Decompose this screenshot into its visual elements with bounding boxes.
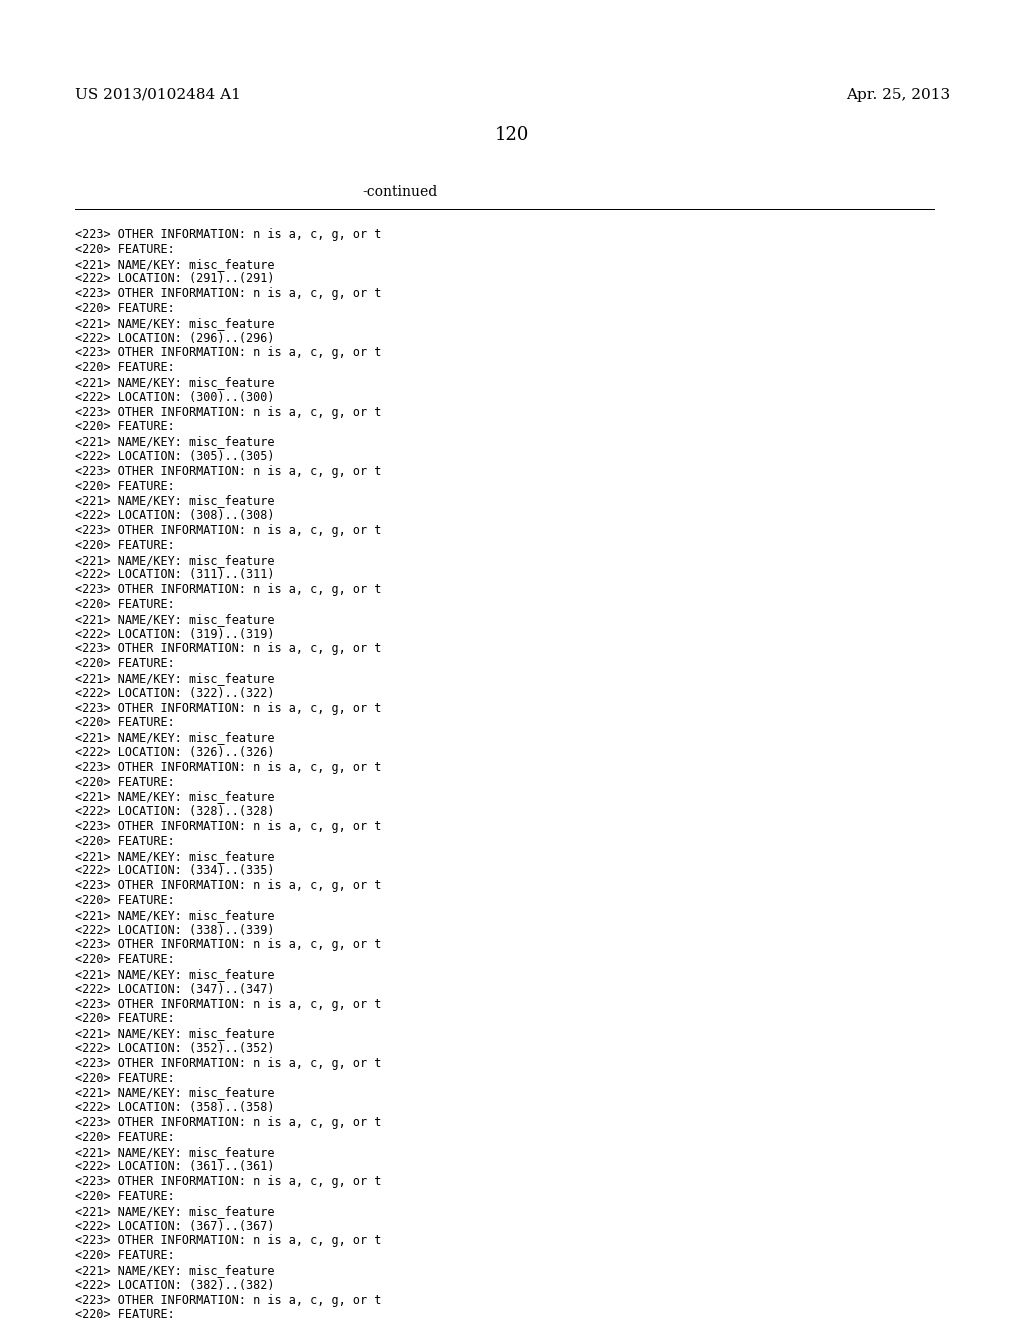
Text: -continued: -continued <box>362 185 437 199</box>
Text: <220> FEATURE:: <220> FEATURE: <box>75 362 175 374</box>
Text: <223> OTHER INFORMATION: n is a, c, g, or t: <223> OTHER INFORMATION: n is a, c, g, o… <box>75 939 381 952</box>
Text: <220> FEATURE:: <220> FEATURE: <box>75 420 175 433</box>
Text: <223> OTHER INFORMATION: n is a, c, g, or t: <223> OTHER INFORMATION: n is a, c, g, o… <box>75 583 381 597</box>
Text: <221> NAME/KEY: misc_feature: <221> NAME/KEY: misc_feature <box>75 1146 274 1159</box>
Text: <221> NAME/KEY: misc_feature: <221> NAME/KEY: misc_feature <box>75 436 274 449</box>
Text: <220> FEATURE:: <220> FEATURE: <box>75 302 175 315</box>
Text: <220> FEATURE:: <220> FEATURE: <box>75 1072 175 1085</box>
Text: <223> OTHER INFORMATION: n is a, c, g, or t: <223> OTHER INFORMATION: n is a, c, g, o… <box>75 998 381 1011</box>
Text: <222> LOCATION: (367)..(367): <222> LOCATION: (367)..(367) <box>75 1220 274 1233</box>
Text: <221> NAME/KEY: misc_feature: <221> NAME/KEY: misc_feature <box>75 553 274 566</box>
Text: <221> NAME/KEY: misc_feature: <221> NAME/KEY: misc_feature <box>75 908 274 921</box>
Text: <220> FEATURE:: <220> FEATURE: <box>75 1249 175 1262</box>
Text: <221> NAME/KEY: misc_feature: <221> NAME/KEY: misc_feature <box>75 495 274 507</box>
Text: <221> NAME/KEY: misc_feature: <221> NAME/KEY: misc_feature <box>75 376 274 389</box>
Text: <222> LOCATION: (358)..(358): <222> LOCATION: (358)..(358) <box>75 1101 274 1114</box>
Text: <223> OTHER INFORMATION: n is a, c, g, or t: <223> OTHER INFORMATION: n is a, c, g, o… <box>75 879 381 892</box>
Text: <223> OTHER INFORMATION: n is a, c, g, or t: <223> OTHER INFORMATION: n is a, c, g, o… <box>75 228 381 242</box>
Text: <220> FEATURE:: <220> FEATURE: <box>75 1308 175 1320</box>
Text: <222> LOCATION: (300)..(300): <222> LOCATION: (300)..(300) <box>75 391 274 404</box>
Text: <223> OTHER INFORMATION: n is a, c, g, or t: <223> OTHER INFORMATION: n is a, c, g, o… <box>75 1294 381 1307</box>
Text: <220> FEATURE:: <220> FEATURE: <box>75 243 175 256</box>
Text: <220> FEATURE:: <220> FEATURE: <box>75 1012 175 1026</box>
Text: <221> NAME/KEY: misc_feature: <221> NAME/KEY: misc_feature <box>75 1205 274 1218</box>
Text: <222> LOCATION: (319)..(319): <222> LOCATION: (319)..(319) <box>75 627 274 640</box>
Text: <223> OTHER INFORMATION: n is a, c, g, or t: <223> OTHER INFORMATION: n is a, c, g, o… <box>75 760 381 774</box>
Text: <221> NAME/KEY: misc_feature: <221> NAME/KEY: misc_feature <box>75 317 274 330</box>
Text: <222> LOCATION: (326)..(326): <222> LOCATION: (326)..(326) <box>75 746 274 759</box>
Text: <221> NAME/KEY: misc_feature: <221> NAME/KEY: misc_feature <box>75 1265 274 1276</box>
Text: <222> LOCATION: (361)..(361): <222> LOCATION: (361)..(361) <box>75 1160 274 1173</box>
Text: <221> NAME/KEY: misc_feature: <221> NAME/KEY: misc_feature <box>75 850 274 862</box>
Text: Apr. 25, 2013: Apr. 25, 2013 <box>846 88 950 102</box>
Text: <223> OTHER INFORMATION: n is a, c, g, or t: <223> OTHER INFORMATION: n is a, c, g, o… <box>75 465 381 478</box>
Text: <222> LOCATION: (338)..(339): <222> LOCATION: (338)..(339) <box>75 924 274 937</box>
Text: <221> NAME/KEY: misc_feature: <221> NAME/KEY: misc_feature <box>75 731 274 744</box>
Text: <220> FEATURE:: <220> FEATURE: <box>75 1191 175 1203</box>
Text: <222> LOCATION: (311)..(311): <222> LOCATION: (311)..(311) <box>75 569 274 581</box>
Text: <222> LOCATION: (352)..(352): <222> LOCATION: (352)..(352) <box>75 1041 274 1055</box>
Text: <223> OTHER INFORMATION: n is a, c, g, or t: <223> OTHER INFORMATION: n is a, c, g, o… <box>75 524 381 537</box>
Text: <220> FEATURE:: <220> FEATURE: <box>75 894 175 907</box>
Text: <222> LOCATION: (347)..(347): <222> LOCATION: (347)..(347) <box>75 983 274 995</box>
Text: <222> LOCATION: (382)..(382): <222> LOCATION: (382)..(382) <box>75 1279 274 1292</box>
Text: <222> LOCATION: (328)..(328): <222> LOCATION: (328)..(328) <box>75 805 274 818</box>
Text: <221> NAME/KEY: misc_feature: <221> NAME/KEY: misc_feature <box>75 968 274 981</box>
Text: <223> OTHER INFORMATION: n is a, c, g, or t: <223> OTHER INFORMATION: n is a, c, g, o… <box>75 1057 381 1069</box>
Text: <221> NAME/KEY: misc_feature: <221> NAME/KEY: misc_feature <box>75 672 274 685</box>
Text: <222> LOCATION: (305)..(305): <222> LOCATION: (305)..(305) <box>75 450 274 463</box>
Text: <223> OTHER INFORMATION: n is a, c, g, or t: <223> OTHER INFORMATION: n is a, c, g, o… <box>75 1175 381 1188</box>
Text: <221> NAME/KEY: misc_feature: <221> NAME/KEY: misc_feature <box>75 1086 274 1100</box>
Text: <223> OTHER INFORMATION: n is a, c, g, or t: <223> OTHER INFORMATION: n is a, c, g, o… <box>75 1115 381 1129</box>
Text: <221> NAME/KEY: misc_feature: <221> NAME/KEY: misc_feature <box>75 612 274 626</box>
Text: <222> LOCATION: (322)..(322): <222> LOCATION: (322)..(322) <box>75 686 274 700</box>
Text: <221> NAME/KEY: misc_feature: <221> NAME/KEY: misc_feature <box>75 257 274 271</box>
Text: <222> LOCATION: (334)..(335): <222> LOCATION: (334)..(335) <box>75 865 274 878</box>
Text: <223> OTHER INFORMATION: n is a, c, g, or t: <223> OTHER INFORMATION: n is a, c, g, o… <box>75 405 381 418</box>
Text: <220> FEATURE:: <220> FEATURE: <box>75 657 175 671</box>
Text: <221> NAME/KEY: misc_feature: <221> NAME/KEY: misc_feature <box>75 791 274 804</box>
Text: <220> FEATURE:: <220> FEATURE: <box>75 953 175 966</box>
Text: <220> FEATURE:: <220> FEATURE: <box>75 479 175 492</box>
Text: <223> OTHER INFORMATION: n is a, c, g, or t: <223> OTHER INFORMATION: n is a, c, g, o… <box>75 288 381 300</box>
Text: <223> OTHER INFORMATION: n is a, c, g, or t: <223> OTHER INFORMATION: n is a, c, g, o… <box>75 820 381 833</box>
Text: <223> OTHER INFORMATION: n is a, c, g, or t: <223> OTHER INFORMATION: n is a, c, g, o… <box>75 1234 381 1247</box>
Text: <223> OTHER INFORMATION: n is a, c, g, or t: <223> OTHER INFORMATION: n is a, c, g, o… <box>75 643 381 656</box>
Text: <220> FEATURE:: <220> FEATURE: <box>75 1131 175 1144</box>
Text: <222> LOCATION: (291)..(291): <222> LOCATION: (291)..(291) <box>75 272 274 285</box>
Text: <222> LOCATION: (296)..(296): <222> LOCATION: (296)..(296) <box>75 331 274 345</box>
Text: <223> OTHER INFORMATION: n is a, c, g, or t: <223> OTHER INFORMATION: n is a, c, g, o… <box>75 702 381 714</box>
Text: 120: 120 <box>495 125 529 144</box>
Text: <220> FEATURE:: <220> FEATURE: <box>75 539 175 552</box>
Text: <221> NAME/KEY: misc_feature: <221> NAME/KEY: misc_feature <box>75 1027 274 1040</box>
Text: <223> OTHER INFORMATION: n is a, c, g, or t: <223> OTHER INFORMATION: n is a, c, g, o… <box>75 346 381 359</box>
Text: <220> FEATURE:: <220> FEATURE: <box>75 717 175 730</box>
Text: <220> FEATURE:: <220> FEATURE: <box>75 776 175 788</box>
Text: <220> FEATURE:: <220> FEATURE: <box>75 834 175 847</box>
Text: US 2013/0102484 A1: US 2013/0102484 A1 <box>75 88 241 102</box>
Text: <220> FEATURE:: <220> FEATURE: <box>75 598 175 611</box>
Text: <222> LOCATION: (308)..(308): <222> LOCATION: (308)..(308) <box>75 510 274 523</box>
